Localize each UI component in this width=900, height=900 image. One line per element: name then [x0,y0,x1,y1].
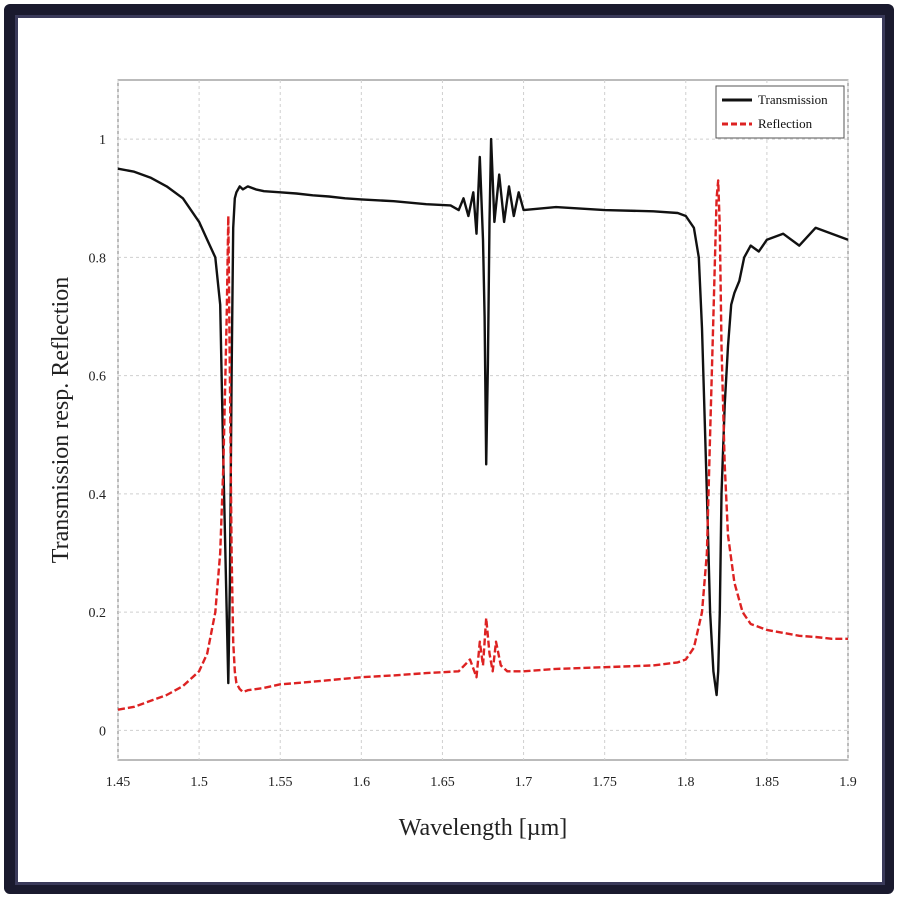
y-tick-label: 0.8 [89,251,107,266]
legend-label-reflection: Reflection [758,116,813,131]
grid [117,80,849,760]
y-axis-title: Transmission resp. Reflection [48,277,74,563]
x-tick-label: 1.55 [268,775,293,790]
series [117,137,849,711]
y-tick-label: 0.6 [89,370,107,385]
tick-labels: 1.45 1.5 1.55 1.6 1.65 1.7 1.75 1.8 1.85 1.9 0 0.2 0… [89,133,857,790]
x-tick-label: 1.5 [190,775,208,790]
x-tick-label: 1.6 [353,775,371,790]
x-tick-label: 1.7 [515,775,533,790]
y-tick-label: 1 [99,133,106,148]
x-tick-label: 1.45 [106,775,131,790]
x-axis-title: Wavelength [µm] [399,815,568,841]
x-tick-label: 1.9 [839,775,857,790]
x-tick-label: 1.8 [677,775,695,790]
legend-label-transmission: Transmission [758,92,828,107]
x-tick-label: 1.75 [592,775,617,790]
y-tick-label: 0.4 [89,488,107,503]
series-line-reflection [117,179,848,711]
x-tick-label: 1.65 [430,775,455,790]
legend: Transmission Reflection [715,85,845,139]
x-tick-label: 1.85 [755,775,780,790]
series-line-transmission [117,137,849,697]
y-tick-label: 0 [99,724,106,739]
legend-box [715,85,845,139]
plot-area [117,79,849,761]
y-tick-label: 0.2 [89,606,107,621]
